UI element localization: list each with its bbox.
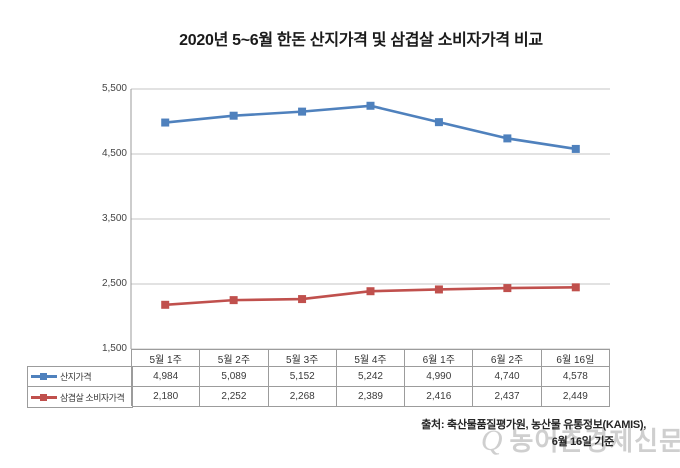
series-marker bbox=[229, 296, 238, 305]
series-marker bbox=[161, 118, 170, 127]
category-header-cell: 6월 16일 bbox=[541, 350, 610, 367]
value-cell: 5,152 bbox=[268, 367, 337, 387]
value-cell: 2,416 bbox=[405, 387, 474, 407]
legend-label: 삼겹살 소비자가격 bbox=[60, 392, 125, 403]
value-cell: 4,984 bbox=[132, 367, 201, 387]
category-header-cell: 5월 4주 bbox=[336, 350, 406, 367]
series-marker bbox=[434, 118, 443, 127]
source-caption: 출처: 축산물품질평가원, 농산물 유통정보(KAMIS), bbox=[421, 419, 646, 431]
legend-label: 산지가격 bbox=[60, 372, 92, 382]
as-of-caption: 6월 16일 기준 bbox=[551, 436, 615, 448]
legend-key-icon bbox=[31, 372, 57, 381]
value-cell: 2,268 bbox=[268, 387, 337, 407]
legend-key-icon bbox=[31, 393, 57, 402]
category-header-cell: 5월 2주 bbox=[200, 350, 269, 367]
series-marker bbox=[298, 295, 307, 304]
series-marker bbox=[366, 101, 375, 110]
value-cell: 5,089 bbox=[200, 367, 269, 387]
category-header-cell: 5월 1주 bbox=[132, 350, 201, 367]
value-cell: 5,242 bbox=[336, 367, 406, 387]
series-marker bbox=[503, 134, 512, 143]
category-header-cell: 5월 3주 bbox=[268, 350, 337, 367]
series-marker bbox=[229, 111, 238, 120]
y-axis-label: 5,500 bbox=[101, 83, 127, 94]
y-axis: 1,500 2,500 3,500 4,500 5,500 bbox=[0, 0, 127, 412]
value-cell: 2,389 bbox=[336, 387, 406, 407]
y-axis-label: 3,500 bbox=[101, 213, 127, 224]
watermark-logo-icon: Q bbox=[480, 424, 503, 457]
value-cell: 2,180 bbox=[132, 387, 201, 407]
category-header-cell: 6월 1주 bbox=[405, 350, 474, 367]
series-line-0 bbox=[165, 104, 576, 151]
y-axis-label: 1,500 bbox=[101, 343, 127, 354]
series-marker bbox=[366, 287, 375, 296]
value-cell: 4,578 bbox=[541, 367, 610, 387]
category-header-cell: 6월 2주 bbox=[473, 350, 542, 367]
series-marker bbox=[161, 300, 170, 309]
legend-row: 삼겹살 소비자가격 bbox=[28, 387, 132, 407]
legend-row: 산지가격 bbox=[28, 367, 132, 387]
chart-data-table: 5월 1주 5월 2주 5월 3주 5월 4주 6월 1주 6월 2주 6월 16일 4,98… bbox=[131, 349, 610, 407]
watermark-text: 농어촌경제신문 bbox=[509, 426, 680, 456]
watermark: Q 농어촌경제신문 bbox=[480, 424, 680, 457]
value-cell: 4,990 bbox=[405, 367, 474, 387]
value-cell: 2,252 bbox=[200, 387, 269, 407]
series-marker bbox=[571, 144, 580, 153]
series-marker bbox=[503, 284, 512, 293]
y-axis-label: 2,500 bbox=[101, 278, 127, 289]
series-marker bbox=[298, 107, 307, 116]
value-cell: 2,437 bbox=[473, 387, 542, 407]
value-cell: 2,449 bbox=[541, 387, 610, 407]
y-axis-label: 4,500 bbox=[101, 148, 127, 159]
series-marker bbox=[434, 285, 443, 294]
series-marker bbox=[571, 283, 580, 292]
chart-title: 2020년 5~6월 한돈 산지가격 및 삼겹살 소비자가격 비교 bbox=[179, 32, 543, 49]
value-cell: 4,740 bbox=[473, 367, 542, 387]
